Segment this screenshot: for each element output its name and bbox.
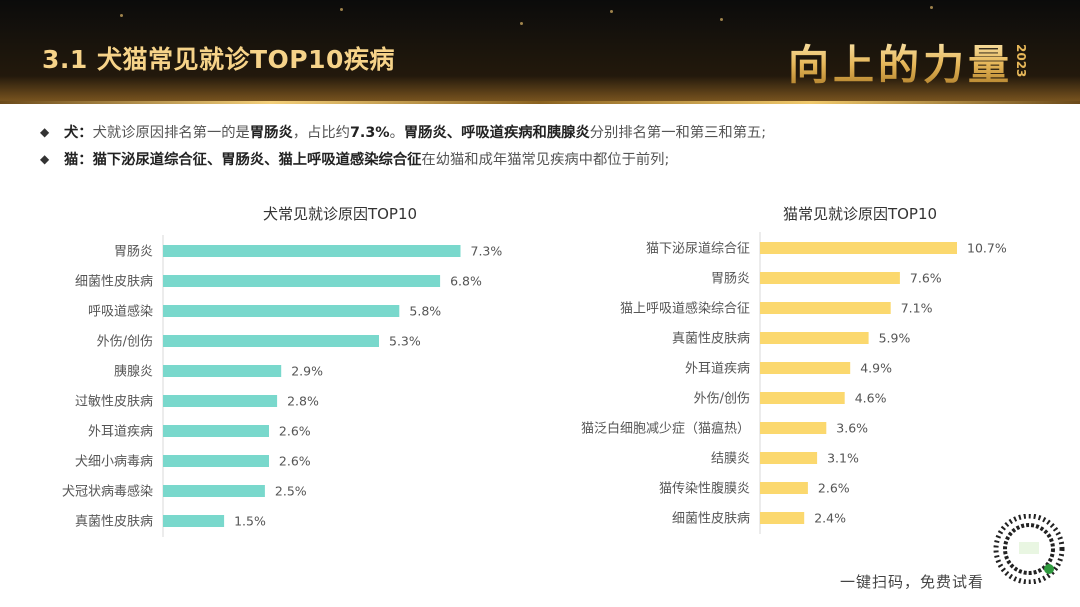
cat-category-label: 猫上呼吸道感染综合征 <box>620 301 750 317</box>
dog-bar <box>163 455 269 467</box>
cat-category-label: 结膜炎 <box>711 452 750 467</box>
decor-speck <box>340 8 343 11</box>
qr-code-icon[interactable] <box>990 514 1068 584</box>
bullet-segment: 猫： <box>64 152 93 168</box>
dog-category-label: 过敏性皮肤病 <box>75 395 153 410</box>
dog-value-label: 6.8% <box>450 274 482 289</box>
cat-value-label: 5.9% <box>879 331 911 346</box>
bullet-dog: ◆ 犬：犬就诊原因排名第一的是胃肠炎，占比约7.3%。胃肠炎、呼吸道疾病和胰腺炎… <box>40 118 1050 145</box>
diamond-bullet-icon: ◆ <box>40 151 50 166</box>
diamond-bullet-icon: ◆ <box>40 124 50 139</box>
decor-speck <box>610 10 613 13</box>
cat-bar <box>760 422 827 434</box>
dog-category-label: 犬冠状病毒感染 <box>62 484 153 500</box>
logo-text: 向上的力量 <box>788 31 1013 91</box>
dog-value-label: 2.8% <box>287 394 319 409</box>
bullet-segment: 胃肠炎 <box>249 125 293 141</box>
header-banner: 3.1 犬猫常见就诊TOP10疾病 向上的力量 2023 <box>0 0 1080 104</box>
dog-category-label: 胃肠炎 <box>114 245 153 260</box>
cat-bar <box>760 242 957 254</box>
dog-value-label: 5.8% <box>409 304 441 319</box>
cat-value-label: 7.6% <box>910 271 942 286</box>
dog-bar <box>163 335 379 347</box>
dog-bar <box>163 245 461 257</box>
dog-value-label: 1.5% <box>234 514 266 529</box>
decor-speck <box>930 6 933 9</box>
bullet-segment: 分别排名第一和第三和第五; <box>589 125 767 141</box>
dog-bar <box>163 485 265 497</box>
cat-bar <box>760 272 900 284</box>
dog-category-label: 外耳道疾病 <box>88 425 153 440</box>
cat-value-label: 4.6% <box>855 391 887 406</box>
bullet-segment: 在幼猫和成年猫常见疾病中都位于前列; <box>421 152 670 168</box>
bullet-segment: ，占比约 <box>292 125 350 141</box>
dog-category-label: 真菌性皮肤病 <box>75 515 153 530</box>
dog-value-label: 2.6% <box>279 454 311 469</box>
dog-category-label: 犬细小病毒病 <box>75 455 153 470</box>
bullet-dog-text: 犬：犬就诊原因排名第一的是胃肠炎，占比约7.3%。胃肠炎、呼吸道疾病和胰腺炎分别… <box>64 121 766 142</box>
decor-speck <box>120 14 123 17</box>
cat-bar <box>760 302 891 314</box>
cat-category-label: 胃肠炎 <box>711 272 750 287</box>
cat-chart: 猫常见就诊原因TOP10 猫下泌尿道综合征 10.7% 胃肠炎 7.6% 猫上呼吸道感染综… <box>581 205 1007 534</box>
dog-bar <box>163 425 269 437</box>
cat-category-label: 外伤/创伤 <box>694 392 750 407</box>
cat-category-label: 细菌性皮肤病 <box>672 512 750 527</box>
summary-bullets: ◆ 犬：犬就诊原因排名第一的是胃肠炎，占比约7.3%。胃肠炎、呼吸道疾病和胰腺炎… <box>40 118 1050 172</box>
dog-bar <box>163 515 225 527</box>
dog-category-label: 细菌性皮肤病 <box>75 275 153 290</box>
bullet-segment: 胃肠炎、呼吸道疾病和胰腺炎 <box>403 125 590 141</box>
bullet-segment: 犬就诊原因排名第一的是 <box>92 125 250 141</box>
cat-category-label: 猫下泌尿道综合征 <box>646 242 750 257</box>
header-glow <box>0 76 1080 104</box>
qr-note: 一键扫码，免费试看 <box>840 573 985 591</box>
cat-value-label: 3.1% <box>827 451 859 466</box>
bullet-cat: ◆ 猫：猫下泌尿道综合征、胃肠炎、猫上呼吸道感染综合征在幼猫和成年猫常见疾病中都… <box>40 145 1050 172</box>
dog-value-label: 2.9% <box>291 364 323 379</box>
cat-category-label: 猫泛白细胞减少症（猫瘟热） <box>581 421 750 437</box>
page-title: 3.1 犬猫常见就诊TOP10疾病 <box>42 45 395 74</box>
cat-value-label: 4.9% <box>860 361 892 376</box>
dog-value-label: 5.3% <box>389 334 421 349</box>
cat-bar <box>760 362 851 374</box>
decor-speck <box>520 22 523 25</box>
dog-value-label: 7.3% <box>471 244 503 259</box>
header-gold-line <box>0 101 1080 104</box>
logo-year: 2023 <box>1014 44 1028 78</box>
cat-bar <box>760 332 869 344</box>
dog-category-label: 胰腺炎 <box>114 365 153 380</box>
bullet-segment: 猫下泌尿道综合征、胃肠炎、猫上呼吸道感染综合征 <box>92 152 422 168</box>
cat-category-label: 猫传染性腹膜炎 <box>659 481 750 497</box>
cat-category-label: 真菌性皮肤病 <box>672 332 750 347</box>
cat-bar <box>760 392 845 404</box>
bullet-segment: 。 <box>389 125 404 141</box>
cat-category-label: 外耳道疾病 <box>685 362 750 377</box>
dog-value-label: 2.5% <box>275 484 307 499</box>
decor-speck <box>720 18 723 21</box>
cat-bar <box>760 452 818 464</box>
dog-value-label: 2.6% <box>279 424 311 439</box>
dog-bar <box>163 305 400 317</box>
cat-chart-title: 猫常见就诊原因TOP10 <box>783 205 937 223</box>
cat-value-label: 7.1% <box>901 301 933 316</box>
bullet-segment: 7.3% <box>349 125 390 141</box>
dog-category-label: 呼吸道感染 <box>88 304 153 320</box>
dog-bar <box>163 365 282 377</box>
cat-value-label: 2.6% <box>818 481 850 496</box>
cat-value-label: 2.4% <box>814 511 846 526</box>
cat-bar <box>760 512 805 524</box>
event-logo: 向上的力量 2023 <box>788 36 1056 89</box>
bullet-cat-text: 猫：猫下泌尿道综合征、胃肠炎、猫上呼吸道感染综合征在幼猫和成年猫常见疾病中都位于… <box>64 148 669 169</box>
cat-value-label: 3.6% <box>836 421 868 436</box>
cat-bar <box>760 482 808 494</box>
dog-chart-title: 犬常见就诊原因TOP10 <box>263 205 417 223</box>
dog-bar <box>163 395 278 407</box>
cat-value-label: 10.7% <box>967 241 1007 256</box>
dog-bar <box>163 275 441 287</box>
dog-category-label: 外伤/创伤 <box>97 335 153 350</box>
dog-chart: 犬常见就诊原因TOP10 胃肠炎 7.3% 细菌性皮肤病 6.8% 呼吸道感染 5.8% 外伤… <box>62 205 502 537</box>
bullet-segment: 犬： <box>64 125 93 141</box>
